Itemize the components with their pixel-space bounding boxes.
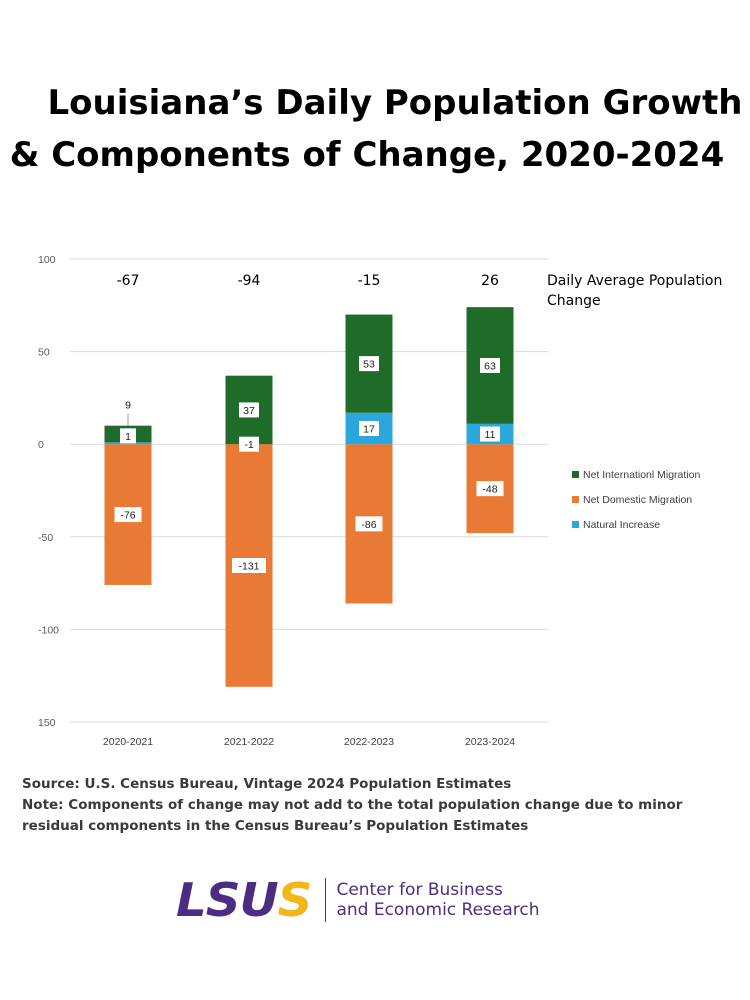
- logo-divider: [324, 878, 327, 922]
- label-domestic-bg: [114, 507, 142, 523]
- daily-average-label-line-1: Daily Average Population: [547, 273, 722, 289]
- label-natural: 11: [485, 429, 496, 441]
- label-natural-bg: [480, 426, 500, 442]
- label-international-bg: [239, 402, 259, 418]
- y-tick-label: -50: [38, 532, 53, 544]
- source-note: Source: U.S. Census Bureau, Vintage 2024…: [22, 776, 512, 792]
- legend-swatch: [572, 521, 579, 528]
- y-tick-label: 50: [38, 347, 50, 359]
- label-natural: 17: [363, 423, 375, 435]
- x-tick-label: 2021-2022: [224, 736, 274, 748]
- label-domestic: -86: [361, 519, 376, 531]
- label-natural: -1: [244, 439, 253, 451]
- label-domestic: -48: [482, 484, 497, 496]
- legend-label: Natural Increase: [583, 519, 660, 531]
- daily-average-label-line-2: Change: [547, 293, 601, 309]
- label-natural-bg: [359, 420, 379, 436]
- daily-average-value: 26: [481, 273, 499, 289]
- center-name-line-1: Center for Business: [336, 880, 503, 900]
- label-domestic: -131: [238, 561, 259, 573]
- legend-label: Net Internationl Migration: [583, 469, 700, 481]
- daily-average-value: -94: [238, 273, 261, 289]
- label-international: 37: [243, 405, 255, 417]
- label-international-bg: [120, 428, 136, 444]
- label-natural-bg: [239, 436, 259, 452]
- y-tick-label: 150: [38, 717, 56, 729]
- x-tick-label: 2023-2024: [465, 736, 515, 748]
- chart-title-line-2: & Components of Change, 2020-2024: [9, 135, 725, 175]
- stacked-bar-chart: 100 50 0 -50 -100 150 -76 1 2020-2021 -67 -131 37 -1…: [38, 254, 722, 748]
- legend-swatch: [572, 496, 579, 503]
- y-tick-label: 0: [38, 439, 44, 451]
- label-international: 53: [363, 359, 375, 371]
- x-tick-label: 2022-2023: [344, 736, 394, 748]
- chart-title-line-1: Louisiana’s Daily Population Growth: [47, 83, 743, 123]
- label-international: 63: [484, 360, 496, 372]
- total-annotation: 9: [125, 400, 131, 412]
- legend-label: Net Domestic Migration: [583, 494, 692, 506]
- label-international-bg: [480, 357, 500, 373]
- y-tick-label: -100: [38, 624, 59, 636]
- daily-average-value: -67: [117, 273, 140, 289]
- lsus-cber-logo: LSUS Center for Business and Economic Re…: [176, 876, 540, 924]
- daily-average-value: -15: [358, 273, 381, 289]
- label-international-bg: [359, 356, 379, 372]
- label-domestic-bg: [476, 481, 504, 497]
- residual-note: Note: Components of change may not add t…: [22, 797, 683, 834]
- legend-swatch: [572, 471, 579, 478]
- lsus-wordmark: LSUS: [176, 873, 312, 927]
- label-domestic-bg: [355, 516, 383, 532]
- label-domestic-bg: [232, 558, 266, 574]
- chart-notes: Source: U.S. Census Bureau, Vintage 2024…: [22, 774, 732, 837]
- center-name: Center for Business and Economic Researc…: [336, 880, 539, 920]
- label-domestic: -76: [120, 510, 135, 522]
- label-international: 1: [125, 431, 131, 443]
- x-tick-label: 2020-2021: [103, 736, 153, 748]
- y-tick-label: 100: [38, 254, 56, 266]
- center-name-line-2: and Economic Research: [336, 900, 540, 920]
